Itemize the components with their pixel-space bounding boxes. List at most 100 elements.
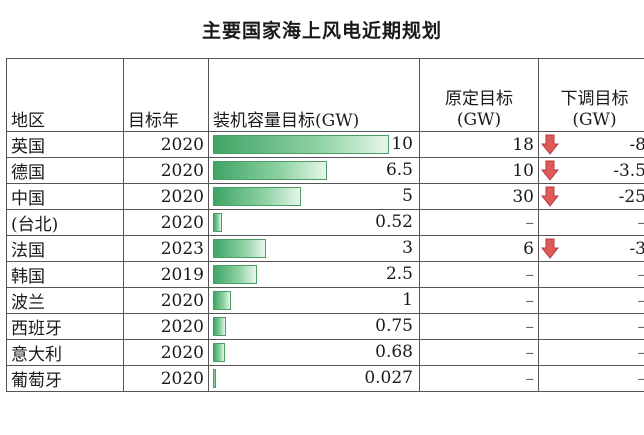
target-bar xyxy=(213,239,266,258)
original-target-cell: 30 xyxy=(419,183,539,210)
page-title: 主要国家海上风电近期规划 xyxy=(201,20,442,42)
original-target-cell: – xyxy=(419,313,539,340)
downward-value: -8 xyxy=(629,134,644,155)
downward-target-cell: – xyxy=(538,339,644,366)
target-value: 0.52 xyxy=(375,212,413,232)
target-value: 5 xyxy=(402,186,413,206)
downward-target-cell: -3.5 xyxy=(538,157,644,184)
year-cell: 2020 xyxy=(123,339,209,366)
target-bar xyxy=(213,161,327,180)
target-value: 0.68 xyxy=(375,342,413,362)
target-cell: 6.5 xyxy=(208,157,420,184)
region-cell: 韩国 xyxy=(6,261,124,288)
header-downward: 下调目标 (GW) xyxy=(538,58,644,132)
year-cell: 2020 xyxy=(123,131,209,158)
downward-target-cell: – xyxy=(538,209,644,236)
target-cell: 3 xyxy=(208,235,420,262)
region-cell: 西班牙 xyxy=(6,313,124,340)
target-value: 6.5 xyxy=(385,160,413,180)
region-cell: 中国 xyxy=(6,183,124,210)
year-cell: 2020 xyxy=(123,313,209,340)
original-target-cell: 18 xyxy=(419,131,539,158)
target-cell: 5 xyxy=(208,183,420,210)
target-value: 0.75 xyxy=(375,316,413,336)
region-cell: 波兰 xyxy=(6,287,124,314)
original-target-cell: 10 xyxy=(419,157,539,184)
year-cell: 2020 xyxy=(123,183,209,210)
original-target-cell: – xyxy=(419,261,539,288)
downward-value: – xyxy=(638,343,644,363)
header-target: 装机容量目标(GW) xyxy=(208,58,420,132)
header-year: 目标年 xyxy=(123,58,209,132)
year-cell: 2023 xyxy=(123,235,209,262)
header-original-line1: 原定目标 xyxy=(445,89,513,109)
downward-target-cell: -25 xyxy=(538,183,644,210)
year-cell: 2020 xyxy=(123,287,209,314)
downward-target-cell: – xyxy=(538,313,644,340)
target-bar xyxy=(213,317,226,336)
region-cell: 德国 xyxy=(6,157,124,184)
downward-target-cell: – xyxy=(538,365,644,392)
down-arrow-icon xyxy=(541,238,559,259)
header-region: 地区 xyxy=(6,58,124,132)
down-arrow-icon xyxy=(541,160,559,181)
downward-value: -3.5 xyxy=(613,160,644,181)
target-value: 10 xyxy=(391,134,413,154)
header-original: 原定目标 (GW) xyxy=(419,58,539,132)
target-cell: 0.75 xyxy=(208,313,420,340)
year-cell: 2019 xyxy=(123,261,209,288)
downward-target-cell: – xyxy=(538,287,644,314)
region-cell: 意大利 xyxy=(6,339,124,366)
target-bar xyxy=(213,369,216,388)
header-original-line2: (GW) xyxy=(456,110,502,130)
original-target-cell: 6 xyxy=(419,235,539,262)
target-bar xyxy=(213,343,225,362)
original-target-cell: – xyxy=(419,209,539,236)
target-bar xyxy=(213,135,389,154)
target-value: 1 xyxy=(402,290,413,310)
downward-value: – xyxy=(638,317,644,337)
target-cell: 2.5 xyxy=(208,261,420,288)
year-cell: 2020 xyxy=(123,157,209,184)
header-downward-line1: 下调目标 xyxy=(560,89,629,109)
target-bar xyxy=(213,213,222,232)
offshore-wind-plan-table: 地区 目标年 装机容量目标(GW) 原定目标 (GW) 下调目标 (GW) 英国… xyxy=(6,58,644,392)
downward-target-cell: -8 xyxy=(538,131,644,158)
downward-value: -25 xyxy=(618,186,644,207)
downward-value: – xyxy=(638,291,644,311)
original-target-cell: – xyxy=(419,339,539,366)
target-cell: 0.68 xyxy=(208,339,420,366)
header-downward-line2: (GW) xyxy=(572,110,617,130)
original-target-cell: – xyxy=(419,365,539,392)
target-cell: 0.52 xyxy=(208,209,420,236)
downward-value: – xyxy=(638,265,644,285)
downward-target-cell: -3 xyxy=(538,235,644,262)
region-cell: (台北) xyxy=(6,209,124,236)
target-value: 0.027 xyxy=(364,368,413,388)
year-cell: 2020 xyxy=(123,365,209,392)
downward-value: – xyxy=(638,369,644,389)
downward-value: – xyxy=(638,213,644,233)
target-value: 3 xyxy=(402,238,413,258)
region-cell: 葡萄牙 xyxy=(6,365,124,392)
target-cell: 1 xyxy=(208,287,420,314)
target-bar xyxy=(213,187,301,206)
region-cell: 英国 xyxy=(6,131,124,158)
downward-value: -3 xyxy=(629,238,644,259)
down-arrow-icon xyxy=(541,186,559,207)
target-cell: 0.027 xyxy=(208,365,420,392)
region-cell: 法国 xyxy=(6,235,124,262)
table-row: 德国 2020 6.5 10 -3.5 xyxy=(6,157,644,184)
year-cell: 2020 xyxy=(123,209,209,236)
target-bar xyxy=(213,265,257,284)
target-value: 2.5 xyxy=(385,264,413,284)
down-arrow-icon xyxy=(541,134,559,155)
table-row: 中国 2020 5 30 -25 xyxy=(6,183,644,210)
